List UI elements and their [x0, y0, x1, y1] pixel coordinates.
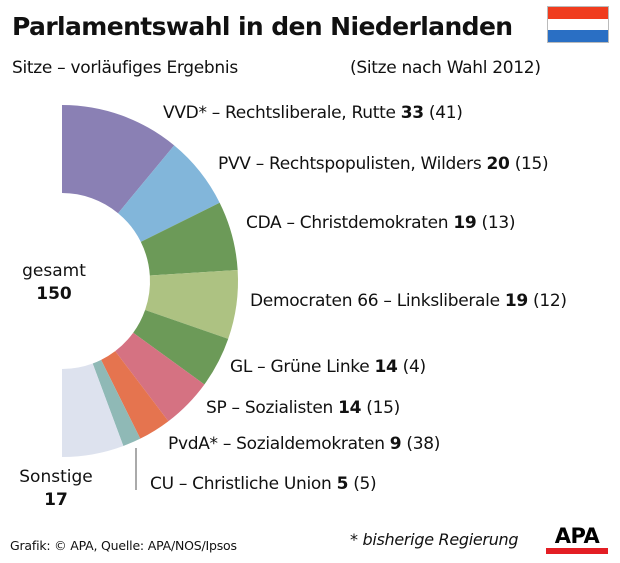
party-label: CU – Christliche Union 5 (5): [150, 474, 377, 494]
segment-cda: [140, 202, 238, 276]
segment-vvd: [62, 105, 175, 214]
party-label: Democraten 66 – Linksliberale 19 (12): [250, 291, 567, 311]
total-value: 150: [36, 284, 72, 304]
party-label: CDA – Christdemokraten 19 (13): [246, 213, 516, 233]
party-previous-seats: (15): [509, 154, 549, 174]
source-credit: Grafik: © APA, Quelle: APA/NOS/Ipsos: [10, 538, 237, 553]
segment-pvda: [101, 351, 169, 439]
party-previous-seats: (4): [397, 357, 427, 377]
party-name: Democraten 66 – Linksliberale: [250, 291, 505, 311]
apa-logo-bar: [546, 548, 608, 554]
previous-seats-note: (Sitze nach Wahl 2012): [350, 58, 541, 78]
party-name: CDA – Christdemokraten: [246, 213, 454, 233]
others-caption: Sonstige: [19, 467, 93, 487]
netherlands-flag-icon: [547, 6, 609, 43]
party-label: SP – Sozialisten 14 (15): [206, 398, 400, 418]
party-previous-seats: (41): [423, 103, 463, 123]
segment-cu: [92, 359, 141, 446]
others-label: Sonstige 17: [14, 466, 98, 512]
segment-sp: [115, 332, 205, 422]
chart-title: Parlamentswahl in den Niederlanden: [12, 12, 513, 41]
flag-stripe-white: [548, 18, 608, 31]
chart-subtitle: Sitze – vorläufiges Ergebnis: [12, 58, 238, 78]
party-label: PVV – Rechtspopulisten, Wilders 20 (15): [218, 154, 549, 174]
total-label: gesamt 150: [18, 260, 90, 306]
segment-sonstige: [62, 363, 124, 457]
party-seats: 14: [338, 398, 362, 418]
party-previous-seats: (15): [361, 398, 400, 418]
party-name: SP – Sozialisten: [206, 398, 339, 418]
apa-logo: APA: [546, 524, 608, 554]
party-previous-seats: (5): [348, 474, 377, 494]
party-label: VVD* – Rechtsliberale, Rutte 33 (41): [163, 103, 463, 123]
footnote: * bisherige Regierung: [350, 530, 519, 549]
party-name: PvdA* – Sozialdemokraten: [168, 434, 390, 454]
party-label: GL – Grüne Linke 14 (4): [230, 357, 426, 377]
party-previous-seats: (13): [476, 213, 516, 233]
segment-gl: [133, 309, 229, 385]
party-name: GL – Grüne Linke: [230, 357, 375, 377]
segment-democraten: [145, 269, 238, 339]
party-seats: 19: [453, 213, 477, 233]
party-name: VVD* – Rechtsliberale, Rutte: [163, 103, 401, 123]
flag-stripe-red: [548, 7, 608, 19]
party-seats: 5: [336, 474, 349, 494]
party-previous-seats: (12): [527, 291, 567, 311]
party-name: PVV – Rechtspopulisten, Wilders: [218, 154, 487, 174]
party-seats: 9: [389, 434, 402, 454]
party-seats: 33: [400, 103, 424, 123]
party-name: CU – Christliche Union: [150, 474, 337, 494]
others-value: 17: [44, 490, 68, 510]
party-seats: 14: [374, 357, 398, 377]
segment-pvv: [118, 145, 220, 242]
party-previous-seats: (38): [401, 434, 441, 454]
flag-stripe-blue: [548, 30, 608, 42]
party-seats: 20: [486, 154, 510, 174]
apa-logo-text: APA: [554, 524, 600, 548]
party-label: PvdA* – Sozialdemokraten 9 (38): [168, 434, 440, 454]
total-caption: gesamt: [22, 261, 86, 281]
party-seats: 19: [504, 291, 528, 311]
